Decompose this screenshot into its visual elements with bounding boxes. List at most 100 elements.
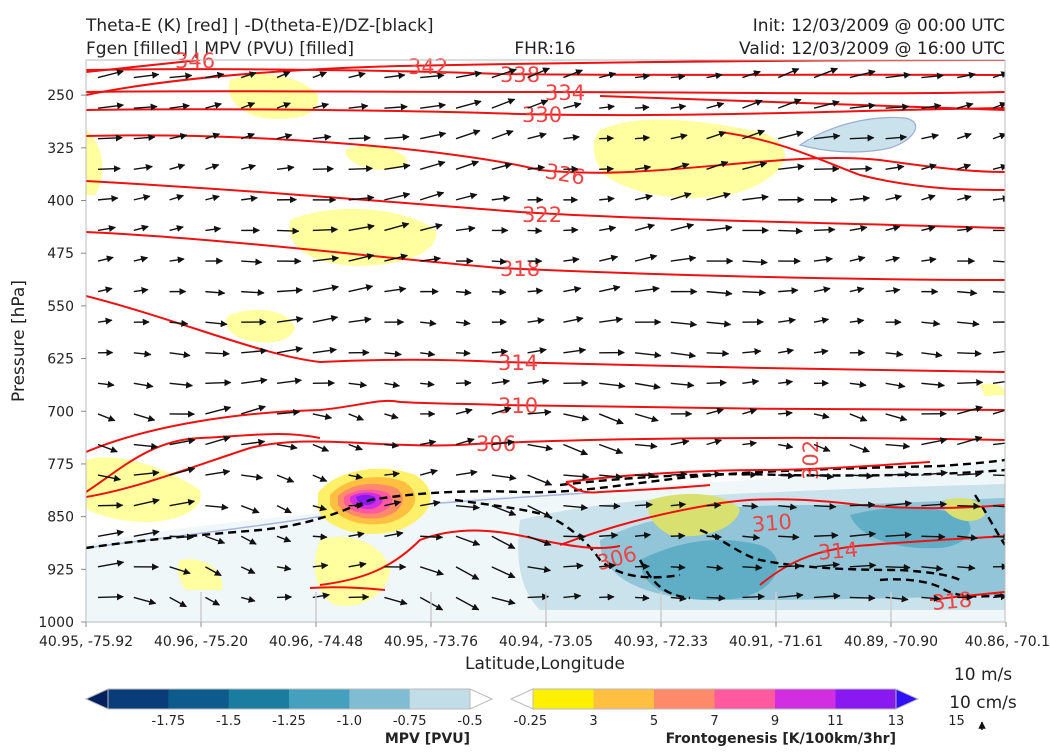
colorbar-tick-label: -1.75 [152, 714, 186, 729]
y-tick-label: 475 [47, 246, 74, 262]
wind-vector [563, 230, 577, 231]
wind-vector [921, 536, 944, 537]
colorbar-swatch [410, 689, 471, 709]
y-tick-label: 400 [47, 194, 74, 210]
colorbar-swatch [654, 689, 715, 709]
colorbar-mpv: -1.75 -1.5 -1.25 -1.0 -0.75 -0.5 -0.25 MPV [PVU… [86, 689, 547, 747]
wind-vector [98, 168, 120, 169]
colorbar-extend-right [470, 689, 492, 709]
x-tick-label: 40.95, -75.92 [39, 634, 133, 650]
y-tick-label: 1000 [38, 615, 74, 631]
wind-vector [599, 506, 620, 507]
colorbar-swatch [533, 689, 594, 709]
colorbar-tick-label: 7 [710, 714, 718, 729]
colorbar-swatch [108, 689, 169, 709]
colorbar-tick-label: 13 [888, 714, 905, 729]
wind-vector [98, 597, 123, 598]
colorbar-tick-label: -1.5 [216, 714, 241, 729]
contour-label-334: 334 [545, 81, 585, 105]
title-left-2: Fgen [filled] | MPV (PVU) [filled] [86, 39, 354, 59]
title-right-1: Init: 12/03/2009 @ 00:00 UTC [753, 16, 1005, 36]
x-tick-label: 40.95, -73.76 [384, 634, 478, 650]
wind-vector [456, 353, 470, 354]
wind-vector [205, 382, 230, 383]
colorbar-tick-label: -0.5 [457, 714, 482, 729]
contour-label-330: 330 [522, 103, 562, 127]
wind-vector [850, 168, 872, 169]
y-tick-label: 925 [47, 562, 74, 578]
colorbar-swatch [715, 689, 776, 709]
wind-vector [778, 566, 801, 567]
title-center: FHR:16 [514, 39, 575, 59]
wind-vector [814, 229, 835, 230]
contour-label-310: 310 [498, 394, 538, 418]
wind-vector [742, 475, 756, 476]
wind-vector [778, 475, 794, 476]
wind-vector [850, 597, 875, 598]
colorbar-tick-label: 11 [827, 714, 844, 729]
x-tick-label: 40.96, -74.48 [269, 634, 363, 650]
x-tick-label: 40.86, -70.1 [965, 634, 1050, 650]
wind-vector [599, 169, 613, 170]
wind-vector [957, 506, 979, 507]
contour-label-346: 346 [175, 49, 215, 73]
colorbar-extend-left [511, 689, 533, 709]
x-tick-label: 40.91, -71.61 [729, 634, 823, 650]
contour-label-318b: 318 [931, 588, 973, 615]
wind-vector [993, 475, 1014, 476]
y-tick-label: 850 [47, 510, 74, 526]
wind-vector [707, 505, 721, 506]
wind-vector [313, 536, 327, 537]
wind-vector [349, 138, 371, 139]
contour-label-314: 314 [498, 351, 538, 375]
wind-vector [707, 597, 725, 598]
wind-vector [671, 536, 685, 537]
x-tick-label: 40.89, -70.90 [844, 634, 938, 650]
wind-vector [277, 230, 299, 231]
x-tick-label: 40.96, -75.20 [154, 634, 248, 650]
wind-reference-horizontal: 10 m/s [954, 665, 1012, 685]
y-tick-label: 625 [47, 352, 74, 368]
title-left-1: Theta-E (K) [red] | -D(theta-E)/DZ-[blac… [85, 16, 434, 36]
y-tick-label: 550 [47, 299, 74, 315]
y-tick-label: 775 [47, 457, 74, 473]
x-tick-label: 40.94, -73.05 [499, 634, 593, 650]
y-axis-label: Pressure [hPa] [9, 280, 29, 402]
y-tick-label: 250 [47, 88, 74, 104]
contour-label-310b: 310 [751, 510, 793, 537]
colorbar-swatch [594, 689, 655, 709]
wind-vector [492, 261, 507, 262]
wind-vector [492, 292, 506, 293]
colorbar-tick-label: -1.25 [272, 714, 306, 729]
wind-vector [742, 506, 757, 507]
wind-vector [599, 597, 614, 598]
contour-label-314b: 314 [817, 537, 859, 564]
colorbar-tick-label: 15 [948, 714, 965, 729]
wind-vector [563, 536, 585, 537]
wind-vector [635, 107, 649, 108]
wind-vector [886, 567, 910, 568]
wind-vector [635, 597, 649, 598]
wind-vector [742, 596, 764, 597]
x-tick-label: 40.93, -72.33 [614, 634, 708, 650]
wind-vector [707, 353, 729, 354]
colorbar-tick-label: -0.75 [393, 714, 427, 729]
colorbar-swatch [349, 689, 410, 709]
colorbar-swatch [168, 689, 229, 709]
wind-vector [635, 475, 655, 476]
wind-vector [277, 597, 291, 598]
colorbar-swatch [229, 689, 290, 709]
colorbar-tick-label: -1.0 [337, 714, 362, 729]
colorbar-extend-left [86, 689, 108, 709]
colorbar-title: Frontogenesis [K/100km/3hr] [666, 731, 896, 747]
colorbar-title: MPV [PVU] [385, 731, 470, 747]
colorbar-swatch [289, 689, 350, 709]
plot-area: 346 342 338 334 330 326 322 318 314 310 … [86, 49, 1019, 622]
wind-vector [313, 169, 334, 170]
colorbar-tick-label: 5 [650, 714, 658, 729]
wind-vector [635, 566, 649, 567]
colorbar-tick-label: -0.25 [514, 714, 548, 729]
